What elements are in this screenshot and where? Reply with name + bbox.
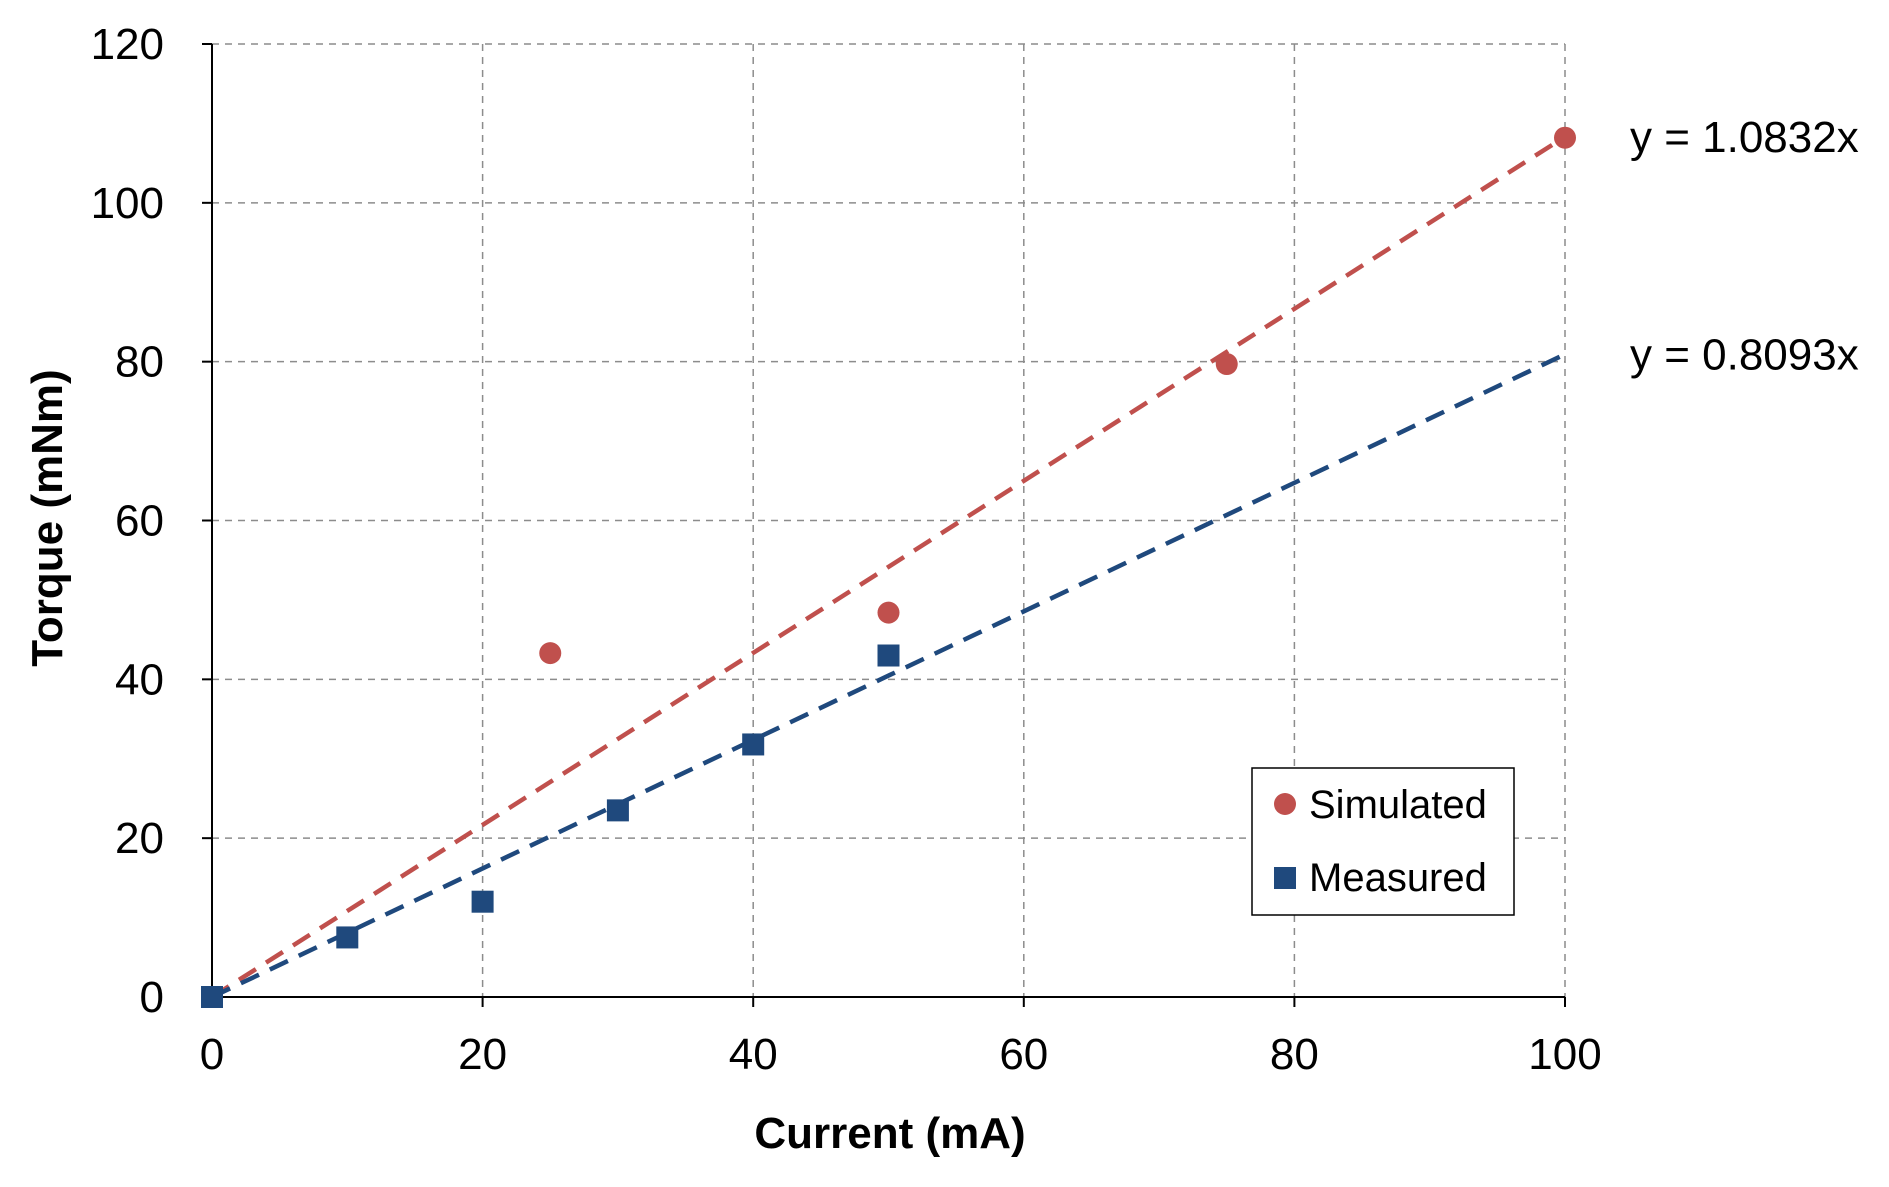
x-tick-label: 40 <box>729 1030 778 1079</box>
y-tick-label: 120 <box>91 20 164 69</box>
legend-label-simulated: Simulated <box>1309 783 1487 827</box>
y-tick-label: 100 <box>91 179 164 228</box>
y-tick-label: 80 <box>115 338 164 387</box>
trendline-equation-measured: y = 0.8093x <box>1630 330 1859 379</box>
y-tick-label: 40 <box>115 655 164 704</box>
x-axis-title: Current (mA) <box>754 1109 1025 1158</box>
legend-marker-measured <box>1274 867 1296 889</box>
tick-labels: 0 20 40 60 80 100 0 20 40 60 80 100 120 <box>91 20 1602 1079</box>
data-points <box>201 126 1576 1008</box>
x-tick-label: 80 <box>1270 1030 1319 1079</box>
axes <box>202 43 1566 1007</box>
point-measured <box>336 926 359 949</box>
gridlines <box>212 43 1566 997</box>
legend-box <box>1251 767 1515 916</box>
trendlines <box>210 134 1567 1000</box>
y-axis-title: Torque (mNm) <box>23 369 72 666</box>
point-measured <box>201 986 223 1008</box>
point-measured <box>742 733 765 756</box>
point-simulated <box>539 642 562 665</box>
point-simulated <box>1215 353 1238 376</box>
x-tick-label: 20 <box>458 1030 507 1079</box>
legend-label-measured: Measured <box>1309 856 1487 900</box>
y-tick-label: 60 <box>115 497 164 546</box>
trendline-simulated <box>210 134 1567 999</box>
legend: Simulated Measured <box>1251 767 1515 916</box>
y-tick-label: 20 <box>115 814 164 863</box>
trendline-measured <box>211 352 1566 1000</box>
point-simulated <box>877 601 900 624</box>
point-measured <box>471 890 494 913</box>
legend-marker-simulated <box>1274 793 1296 815</box>
point-measured <box>877 644 900 667</box>
x-tick-label: 100 <box>1528 1030 1601 1079</box>
x-tick-label: 60 <box>999 1030 1048 1079</box>
trendline-equation-simulated: y = 1.0832x <box>1630 113 1859 162</box>
point-simulated <box>1554 126 1576 149</box>
point-measured <box>606 799 629 822</box>
y-tick-label: 0 <box>140 973 164 1022</box>
trendline-equations: y = 1.0832x y = 0.8093x <box>1630 113 1859 380</box>
x-tick-label: 0 <box>200 1030 224 1079</box>
